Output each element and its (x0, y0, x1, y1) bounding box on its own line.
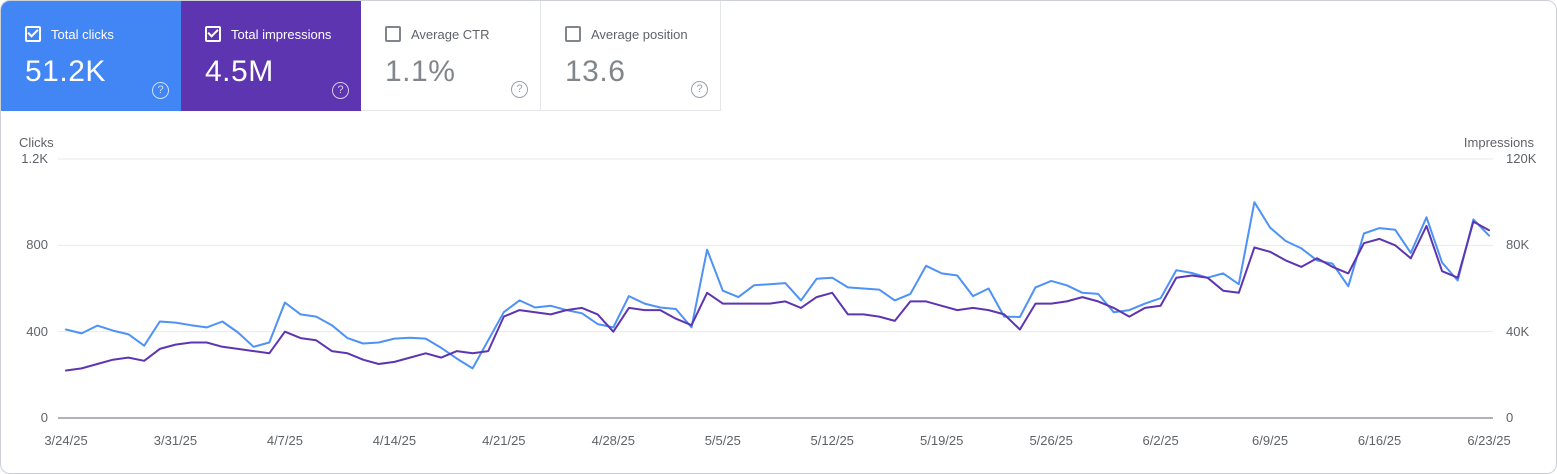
total-clicks-value: 51.2K (25, 55, 106, 88)
total-impressions-value: 4.5M (205, 55, 274, 88)
help-icon[interactable]: ? (511, 81, 528, 98)
average-ctr-value: 1.1% (385, 55, 456, 88)
x-axis-tick: 6/2/25 (1142, 433, 1179, 448)
total-clicks-checkbox[interactable] (25, 26, 41, 42)
right-axis-title: Impressions (1463, 135, 1534, 150)
help-icon[interactable]: ? (332, 82, 349, 99)
card-header: Total clicks (25, 26, 181, 42)
x-axis-tick: 5/19/25 (920, 433, 964, 448)
card-average-position[interactable]: Average position 13.6 ? (541, 1, 721, 111)
x-axis-tick: 6/9/25 (1251, 433, 1289, 448)
card-header: Average position (565, 26, 720, 42)
x-axis-tick: 3/24/25 (44, 433, 88, 448)
series-line-impressions (65, 220, 1490, 372)
left-axis-tick: 0 (40, 410, 48, 425)
right-axis-tick: 120K (1506, 151, 1537, 166)
left-axis-tick: 1.2K (21, 151, 48, 166)
card-label: Average position (591, 26, 688, 42)
x-axis-tick: 5/26/25 (1029, 433, 1073, 448)
card-header: Average CTR (385, 26, 540, 42)
x-axis-tick: 4/21/25 (482, 433, 526, 448)
card-average-ctr[interactable]: Average CTR 1.1% ? (361, 1, 541, 111)
help-icon[interactable]: ? (152, 82, 169, 99)
x-axis-tick: 5/12/25 (810, 433, 854, 448)
card-header: Total impressions (205, 26, 361, 42)
card-label: Total impressions (231, 26, 332, 42)
left-axis-title: Clicks (19, 135, 54, 150)
left-axis-tick: 800 (26, 237, 48, 253)
total-impressions-checkbox[interactable] (205, 26, 221, 42)
card-total-impressions[interactable]: Total impressions 4.5M ? (181, 1, 361, 111)
help-icon[interactable]: ? (691, 81, 708, 98)
card-total-clicks[interactable]: Total clicks 51.2K ? (1, 1, 181, 111)
average-position-checkbox[interactable] (565, 26, 581, 42)
left-axis-tick: 400 (26, 323, 48, 339)
x-axis-tick: 6/16/25 (1357, 433, 1402, 448)
average-position-value: 13.6 (565, 55, 626, 88)
x-axis-tick: 6/23/25 (1467, 433, 1511, 448)
average-ctr-checkbox[interactable] (385, 26, 401, 42)
right-axis-tick: 0 (1506, 410, 1514, 425)
right-axis-tick: 40K (1506, 323, 1530, 339)
x-axis-tick: 5/5/25 (704, 433, 741, 448)
right-axis-tick: 80K (1506, 237, 1530, 253)
x-axis-tick: 4/14/25 (372, 433, 417, 448)
card-label: Average CTR (411, 26, 490, 42)
card-label: Total clicks (51, 26, 114, 42)
x-axis-tick: 4/7/25 (266, 433, 303, 448)
x-axis-tick: 3/31/25 (153, 433, 198, 448)
x-axis-tick: 4/28/25 (591, 433, 635, 448)
series-line-clicks (65, 201, 1490, 370)
metric-cards: Total clicks 51.2K ? Total impressions 4… (1, 1, 721, 111)
